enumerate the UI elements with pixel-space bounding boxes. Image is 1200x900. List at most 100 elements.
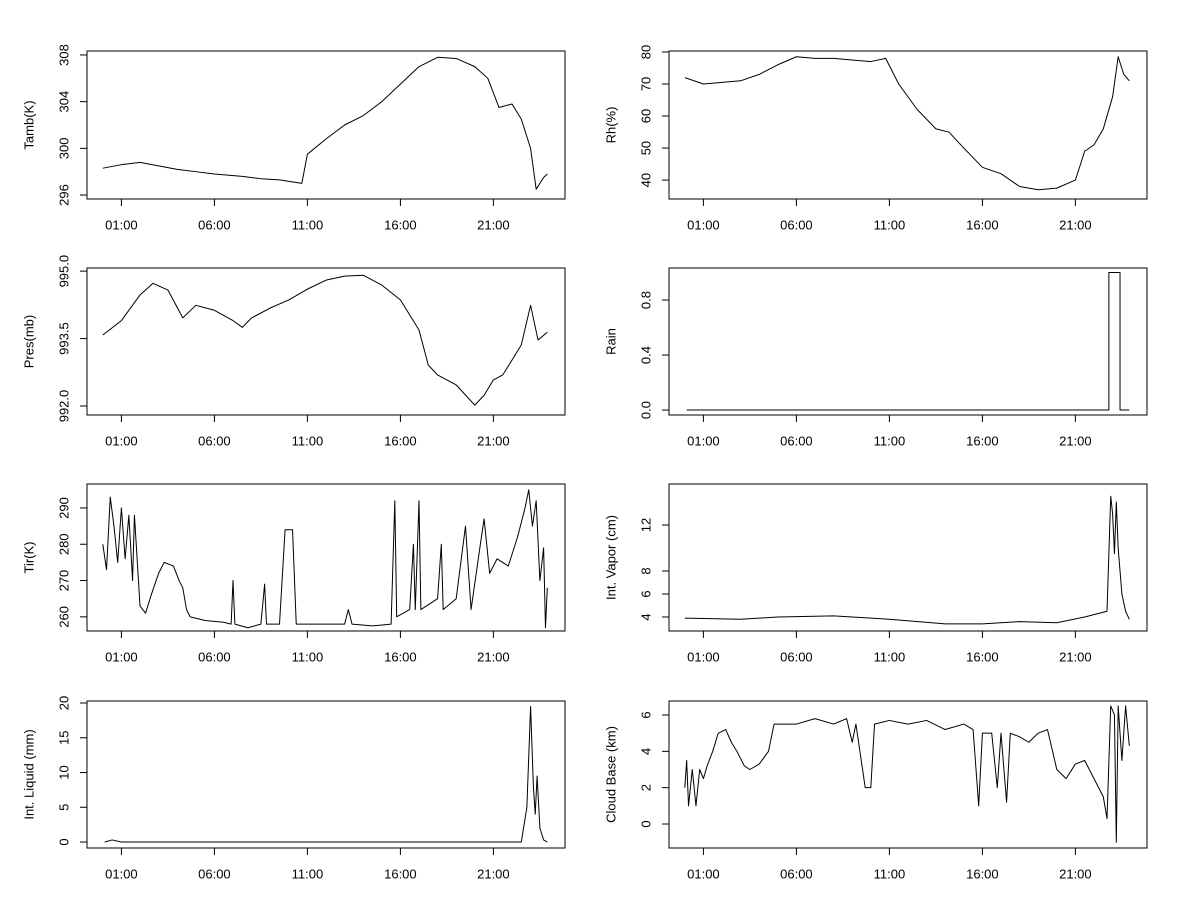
- plot-frame: [86, 700, 566, 849]
- x-tick-label: 01:00: [105, 866, 138, 881]
- y-tick-label: 12: [638, 518, 653, 532]
- y-axis-label: Tir(K): [21, 541, 36, 573]
- x-tick-label: 11:00: [292, 217, 324, 232]
- panel: 01:00 06:00 11:00 16:00 21:00 992.0 993.5 995.0…: [21, 255, 566, 448]
- data-line: [684, 705, 1130, 843]
- data-line: [684, 495, 1130, 625]
- y-tick-label: 290: [56, 497, 71, 519]
- y-tick-label: 260: [56, 606, 71, 628]
- y-tick-label: 20: [56, 696, 71, 710]
- y-tick-label: 0: [638, 820, 653, 827]
- y-tick-label: 300: [56, 137, 71, 159]
- x-tick-label: 16:00: [384, 217, 417, 232]
- x-tick-label: 11:00: [874, 217, 906, 232]
- data-line: [102, 274, 548, 406]
- y-tick-label: 0: [56, 838, 71, 845]
- data-line: [686, 272, 1130, 411]
- y-tick-label: 304: [56, 91, 71, 113]
- x-tick-label: 01:00: [687, 866, 720, 881]
- x-tick-label: 16:00: [966, 217, 999, 232]
- x-tick-label: 21:00: [1059, 433, 1092, 448]
- y-tick-label: 2: [638, 784, 653, 791]
- y-tick-label: 0.0: [638, 401, 653, 419]
- y-tick-label: 296: [56, 184, 71, 206]
- panel: 01:00 06:00 11:00 16:00 21:00 260 270 280 290 Tir…: [21, 483, 566, 664]
- y-tick-label: 4: [638, 613, 653, 620]
- y-tick-label: 15: [56, 731, 71, 745]
- panel: 01:00 06:00 11:00 16:00 21:00 4 6 8 12 Int. Vapor…: [603, 483, 1148, 664]
- panel: 01:00 06:00 11:00 16:00 21:00 0 5 10 15 20 Int. Li…: [21, 696, 566, 881]
- y-tick-label: 40: [638, 173, 653, 187]
- x-tick-label: 16:00: [966, 649, 999, 664]
- x-tick-label: 01:00: [687, 433, 720, 448]
- y-axis-label: Rh(%): [603, 107, 618, 144]
- x-tick-label: 16:00: [384, 866, 417, 881]
- y-tick-label: 993.5: [56, 322, 71, 355]
- y-tick-label: 280: [56, 533, 71, 555]
- y-tick-label: 5: [56, 804, 71, 811]
- y-axis-label: Tamb(K): [21, 100, 36, 149]
- y-axis-label: Int. Liquid (mm): [21, 729, 36, 819]
- x-tick-label: 01:00: [687, 217, 720, 232]
- x-tick-label: 01:00: [105, 649, 138, 664]
- x-tick-label: 06:00: [780, 433, 813, 448]
- y-tick-label: 992.0: [56, 390, 71, 423]
- y-tick-label: 308: [56, 44, 71, 66]
- y-tick-label: 50: [638, 141, 653, 155]
- x-tick-label: 06:00: [198, 433, 231, 448]
- data-line: [102, 489, 548, 629]
- y-tick-label: 0.8: [638, 291, 653, 309]
- data-line: [102, 56, 548, 190]
- y-tick-label: 70: [638, 77, 653, 91]
- x-tick-label: 21:00: [1059, 866, 1092, 881]
- plot-frame: [86, 267, 566, 416]
- x-tick-label: 01:00: [687, 649, 720, 664]
- x-tick-label: 06:00: [780, 866, 813, 881]
- x-tick-label: 06:00: [198, 649, 231, 664]
- panel: 01:00 06:00 11:00 16:00 21:00 40 50 60 70 80 Rh(%): [603, 45, 1148, 232]
- plot-frame: [668, 483, 1148, 632]
- plot-frame: [86, 50, 566, 200]
- x-tick-label: 21:00: [477, 866, 510, 881]
- plot-frame: [668, 700, 1148, 849]
- y-axis-label: Pres(mb): [21, 315, 36, 368]
- y-tick-label: 80: [638, 45, 653, 59]
- x-tick-label: 11:00: [874, 433, 906, 448]
- x-tick-label: 01:00: [105, 217, 138, 232]
- x-tick-label: 21:00: [1059, 649, 1092, 664]
- y-tick-label: 4: [638, 748, 653, 755]
- y-axis-label: Rain: [603, 328, 618, 355]
- x-tick-label: 11:00: [292, 649, 324, 664]
- x-tick-label: 06:00: [780, 649, 813, 664]
- panel: 01:00 06:00 11:00 16:00 21:00 0.0 0.4 0.8 Rain: [603, 267, 1148, 448]
- data-line: [104, 705, 548, 843]
- x-tick-label: 11:00: [292, 433, 324, 448]
- y-axis-label: Int. Vapor (cm): [603, 515, 618, 600]
- x-tick-label: 11:00: [874, 649, 906, 664]
- x-tick-label: 01:00: [105, 433, 138, 448]
- x-tick-label: 16:00: [966, 866, 999, 881]
- x-tick-label: 11:00: [874, 866, 906, 881]
- y-axis-label: Cloud Base (km): [603, 726, 618, 823]
- panel: 01:00 06:00 11:00 16:00 21:00 0 2 4 6 Cloud Base …: [603, 700, 1148, 881]
- x-tick-label: 21:00: [477, 217, 510, 232]
- x-tick-label: 16:00: [384, 433, 417, 448]
- plot-frame: [668, 267, 1148, 416]
- y-tick-label: 0.4: [638, 346, 653, 364]
- y-tick-label: 995.0: [56, 255, 71, 288]
- y-tick-label: 10: [56, 765, 71, 779]
- y-tick-label: 8: [638, 567, 653, 574]
- data-line: [684, 56, 1130, 191]
- x-tick-label: 16:00: [966, 433, 999, 448]
- x-tick-label: 16:00: [384, 649, 417, 664]
- plot-frame: [668, 50, 1148, 200]
- x-tick-label: 21:00: [477, 433, 510, 448]
- x-tick-label: 21:00: [1059, 217, 1092, 232]
- x-tick-label: 21:00: [477, 649, 510, 664]
- y-tick-label: 270: [56, 570, 71, 592]
- y-tick-label: 6: [638, 590, 653, 597]
- y-tick-label: 6: [638, 711, 653, 718]
- x-tick-label: 06:00: [198, 217, 231, 232]
- x-tick-label: 06:00: [198, 866, 231, 881]
